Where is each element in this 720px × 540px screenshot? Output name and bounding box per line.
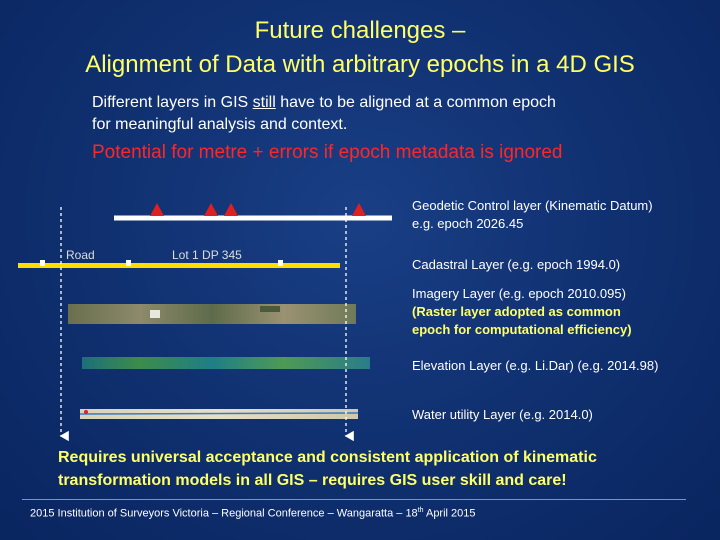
imagery-layer-note-line1: (Raster layer adopted as common [412,304,621,319]
footer-date: April 2015 [423,507,476,520]
slide-title-line2: Alignment of Data with arbitrary epochs … [85,51,635,78]
footer-divider [22,499,686,500]
cadastral-mark [40,260,45,266]
imagery-layer-strip [68,304,356,324]
conclusion-line2: transformation models in all GIS – requi… [58,472,567,489]
cadastral-line [18,263,340,268]
imagery-layer-title: Imagery Layer (e.g. epoch 2010.095) [412,286,626,301]
control-mark-icon [204,203,218,216]
conclusion-line1: Requires universal acceptance and consis… [58,449,597,466]
warning-text: Potential for metre + errors if epoch me… [92,142,563,163]
intro-line2: for meaningful analysis and context. [92,116,348,133]
water-utility-layer-label: Water utility Layer (e.g. 2014.0) [412,407,593,422]
slide-title-line1: Future challenges – [254,17,466,44]
elevation-layer-strip [82,357,370,369]
lot-label: Lot 1 DP 345 [172,248,242,262]
control-mark-icon [352,203,366,216]
water-utility-point [84,410,88,414]
control-mark-icon [224,203,238,216]
conclusion-text: Requires universal acceptance and consis… [58,446,698,492]
cadastral-mark [126,260,131,266]
footer: 2015 Institution of Surveyors Victoria –… [30,503,476,522]
imagery-feature [150,310,160,318]
imagery-layer-note-line2: epoch for computational efficiency) [412,322,632,337]
intro-line1-pre: Different layers in GIS [92,94,253,111]
footer-superscript: th [417,507,424,514]
road-label: Road [66,248,95,262]
control-mark-icon [150,203,164,216]
cadastral-layer-label: Cadastral Layer (e.g. epoch 1994.0) [412,257,621,272]
geodetic-layer-epoch: e.g. epoch 2026.45 [412,216,524,231]
imagery-feature [260,306,280,312]
intro-text: Different layers in GIS still have to be… [92,92,692,136]
intro-line1-post: have to be aligned at a common epoch [275,94,556,111]
intro-underlined-word: still [252,94,276,111]
elevation-layer-label: Elevation Layer (e.g. Li.Dar) (e.g. 2014… [412,358,659,373]
geodetic-layer-title: Geodetic Control layer (Kinematic Datum) [412,198,653,213]
water-main-line [79,412,359,415]
geodetic-layer-label: Geodetic Control layer (Kinematic Datum)… [412,197,712,233]
footer-text: 2015 Institution of Surveyors Victoria –… [30,507,418,520]
imagery-layer-label: Imagery Layer (e.g. epoch 2010.095) (Ras… [412,285,712,339]
cadastral-mark [278,260,283,266]
